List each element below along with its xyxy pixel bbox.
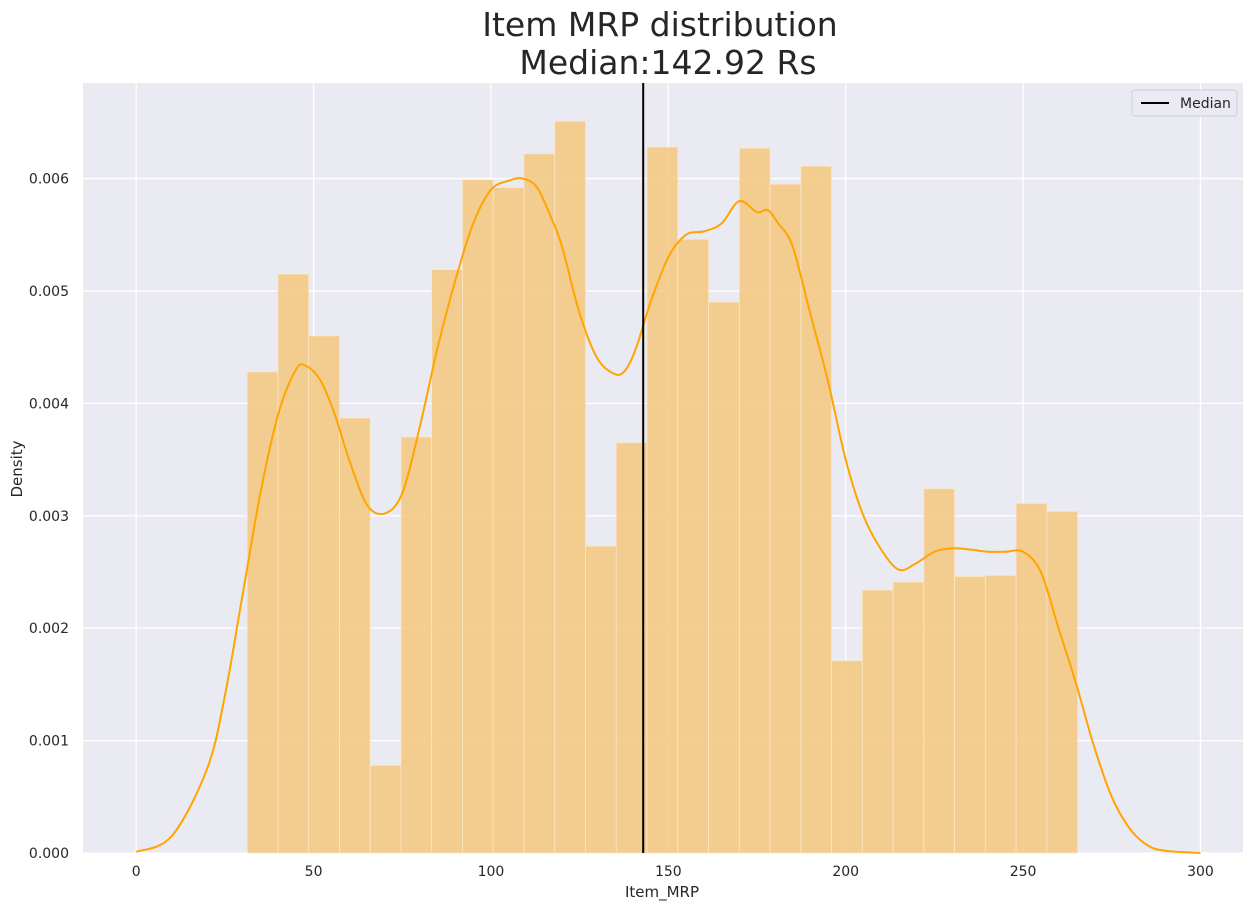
chart-subtitle: Median:142.92 Rs (519, 43, 816, 82)
legend-box (1131, 89, 1238, 117)
histogram-bar (984, 574, 1017, 854)
histogram-bar (646, 146, 679, 854)
x-tick-label: 0 (132, 864, 141, 880)
y-tick-label: 0.002 (29, 621, 69, 637)
histogram-bar (708, 301, 740, 854)
histogram-bar (462, 179, 494, 854)
legend-label-median: Median (1180, 96, 1231, 112)
x-axis-label: Item_MRP (625, 883, 699, 902)
y-tick-label: 0.005 (29, 284, 69, 300)
histogram-bar (1046, 510, 1079, 854)
y-tick-label: 0.006 (29, 172, 69, 188)
histogram-bar (492, 187, 525, 854)
histogram-bar (339, 417, 371, 854)
histogram-bar (523, 153, 556, 854)
chart-title: Item MRP distribution (482, 5, 837, 44)
y-tick-label: 0.004 (29, 396, 69, 412)
histogram-bar (400, 436, 433, 854)
histogram-bar (677, 238, 709, 854)
histogram-bar (431, 269, 463, 854)
histogram-bar (831, 660, 863, 854)
x-tick-label: 50 (305, 864, 323, 880)
y-axis-label: Density (8, 440, 26, 497)
x-tick-label: 150 (655, 864, 682, 880)
y-tick-label: 0.001 (29, 734, 69, 750)
histogram-bar (277, 273, 310, 854)
histogram-bar (308, 335, 340, 854)
histogram-bar (954, 576, 986, 854)
histogram-bar (369, 764, 402, 854)
kde-curve (135, 177, 1201, 854)
y-tick-label: 0.000 (29, 846, 69, 862)
histogram-bar (554, 120, 586, 854)
x-tick-label: 100 (478, 864, 505, 880)
x-tick-label: 250 (1010, 864, 1037, 880)
x-tick-label: 300 (1187, 864, 1214, 880)
histogram-bar (615, 442, 648, 854)
histogram-bar (246, 371, 279, 854)
x-tick-label: 200 (832, 864, 859, 880)
histogram-bar (1015, 503, 1048, 854)
plot-area (83, 83, 1243, 854)
histogram-bar (585, 545, 617, 854)
histogram-bar (923, 488, 955, 854)
histogram-bar (738, 147, 771, 854)
y-tick-label: 0.003 (29, 509, 69, 525)
histogram-bar (861, 589, 894, 854)
legend: Median (1131, 89, 1238, 117)
histogram-bar (892, 581, 925, 854)
histogram-bar (769, 183, 802, 854)
histogram-bar (800, 165, 832, 854)
